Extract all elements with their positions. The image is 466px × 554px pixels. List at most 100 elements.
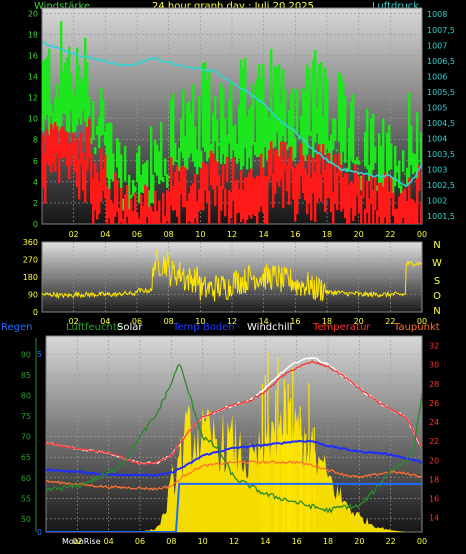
wind-avg-bar (404, 188, 407, 224)
wind-gust-bar (398, 160, 401, 189)
wind-gust-bar (96, 126, 99, 135)
wind-gust-bar (168, 175, 171, 179)
humidity-tick-55: 55 (21, 494, 31, 503)
wind-gust-bar (288, 109, 291, 147)
wind-avg-bar (204, 164, 207, 191)
x-tick-18: 18 (323, 537, 333, 546)
wind-avg-bar (68, 144, 71, 180)
x-tick-16: 16 (290, 230, 300, 239)
taupunkt-line (46, 460, 422, 491)
wind-gust-bar (154, 140, 157, 173)
wind-avg-bar (182, 165, 185, 208)
wind-avg-bar (282, 162, 285, 209)
wind-avg-bar (408, 177, 411, 224)
direction-tick-360: 360 (23, 238, 38, 247)
wind-avg-bar (42, 134, 45, 188)
wind-gust-bar (278, 64, 281, 159)
x-tick-00: 00 (417, 537, 427, 546)
wind-avg-bar (418, 165, 421, 191)
wind-avg-bar (260, 153, 263, 207)
wind-avg-bar (332, 191, 335, 224)
wind-avg-bar (110, 199, 113, 224)
x-tick-06: 06 (132, 230, 142, 239)
pressure-ticks: 1001,5 1002 1002,5 1003 1003,5 1004 1004,5 1005… (427, 10, 455, 221)
wind-gust-bar (302, 88, 305, 156)
wind-avg-bar (148, 207, 151, 224)
wind-tick-4: 4 (33, 178, 38, 187)
wind-gust-bar (294, 138, 297, 158)
wind-gust-bar (198, 95, 201, 168)
wind-gust-bar (412, 152, 415, 175)
humidity-ticks: 50 55 60 65 70 75 80 85 90 (21, 350, 31, 523)
wind-gust-bar (130, 195, 133, 199)
wind-avg-bar (134, 193, 137, 224)
wind-gust-bar (162, 176, 165, 182)
wind-avg-bar (220, 186, 223, 211)
wind-avg-bar (270, 141, 273, 176)
wind-avg-bar (120, 187, 123, 223)
humidity-tick-50: 50 (21, 515, 31, 524)
wind-avg-bar (48, 136, 51, 166)
wind-avg-bar (44, 153, 47, 204)
wind-gust-bar (104, 131, 107, 146)
wind-avg-bar (224, 188, 227, 217)
wind-avg-bar (136, 212, 139, 224)
wind-avg-bar (92, 178, 95, 224)
humidity-tick-65: 65 (21, 453, 31, 462)
wind-gust-bar (248, 109, 251, 159)
wind-tick-6: 6 (33, 157, 38, 166)
wind-gust-bar (312, 59, 315, 158)
solar-spikes (261, 352, 315, 532)
wind-gust-bar (138, 145, 141, 203)
wind-avg-bar (238, 189, 241, 213)
wind-gust-bar (388, 125, 391, 171)
wind-avg-bar (294, 168, 297, 222)
pressure-tick-1003: 1003 (427, 166, 447, 175)
wind-gust-bar (416, 112, 419, 181)
wind-avg-bar (374, 176, 377, 211)
x-tick-04: 04 (104, 537, 114, 546)
wind-gust-bar (400, 185, 403, 197)
humidity-tick-80: 80 (21, 392, 31, 401)
x-tick-18: 18 (322, 317, 332, 326)
wind-gust-bar (72, 89, 75, 137)
wind-gust-bar (360, 175, 363, 191)
pressure-tick-1004: 1004 (427, 135, 447, 144)
wind-gust-bar (140, 174, 143, 193)
wind-avg-bar (306, 174, 309, 215)
wind-avg-bar (106, 185, 109, 224)
wind-gust-bar (366, 108, 369, 170)
wind-gust-bar (326, 77, 329, 149)
x-tick-20: 20 (354, 537, 364, 546)
wind-avg-bar (202, 161, 205, 211)
wind-gust-bar (414, 154, 417, 173)
x-tick-22: 22 (385, 317, 395, 326)
wind-gust-bar (338, 72, 341, 142)
wind-gust-bar (202, 62, 205, 148)
wind-gust-bar (46, 56, 49, 115)
x-tick-06: 06 (132, 317, 142, 326)
wind-avg-bar (212, 153, 215, 190)
wind-tick-0: 0 (33, 220, 38, 229)
wind-avg-bar (388, 191, 391, 224)
wind-gust-bar (174, 142, 177, 162)
wind-avg-bar (216, 161, 219, 186)
wind-gust-bar (192, 84, 195, 162)
wind-gust-bar (122, 198, 125, 211)
wind-gust-bar (146, 160, 149, 192)
wind-avg-bar (78, 159, 81, 200)
wind-gust-bar (116, 137, 119, 168)
wind-avg-bar (116, 179, 119, 212)
wind-avg-bar (360, 194, 363, 224)
wind-gust-bar (342, 82, 345, 152)
wind-gust-bar (90, 137, 93, 144)
wind-gust-bar (230, 80, 233, 160)
humidity-tick-85: 85 (21, 371, 31, 380)
wind-gust-bar (228, 99, 231, 144)
wind-avg-bar (346, 173, 349, 224)
wind-avg-bar (410, 198, 413, 224)
wind-avg-bar (316, 153, 319, 203)
wind-gust-bar (50, 104, 53, 116)
wind-gust-bar (284, 89, 287, 161)
wind-avg-bar (310, 177, 313, 221)
